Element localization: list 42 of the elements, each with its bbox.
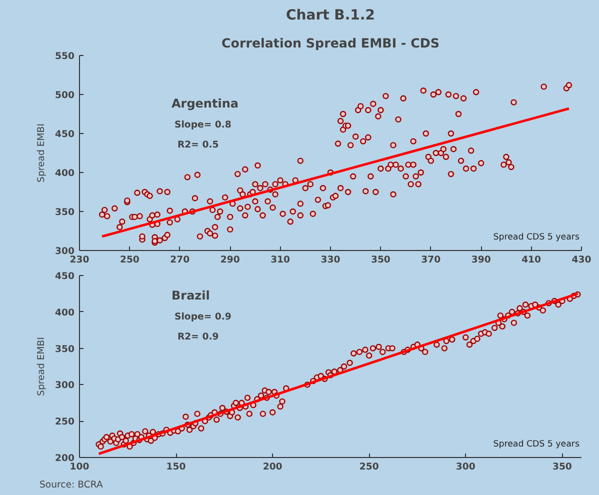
chart-subtitle: Correlation Spread EMBI - CDS — [221, 36, 440, 50]
y-tick-label: 350 — [55, 344, 76, 355]
annotation: Brazil — [172, 288, 210, 302]
y-tick-label: 300 — [55, 246, 76, 257]
x-tick-label: 370 — [421, 254, 442, 266]
annotation: Slope= 0.8 — [174, 120, 232, 130]
y-tick-label: 400 — [55, 168, 76, 179]
annotation: Argentina — [172, 96, 238, 110]
y-tick-label: 450 — [55, 271, 76, 282]
x-tick-label: 270 — [170, 254, 190, 266]
y-tick-label: 250 — [55, 416, 76, 428]
y-axis-title: Spread EMBI — [36, 124, 48, 182]
y-tick-label: 400 — [55, 307, 76, 318]
y-tick-label: 550 — [55, 51, 76, 62]
x-tick-label: 290 — [220, 254, 240, 266]
annotation: R2= 0.9 — [178, 332, 219, 342]
x-tick-label: 390 — [471, 254, 492, 266]
x-tick-label: 410 — [522, 254, 542, 266]
x-tick-label: 300 — [456, 462, 476, 472]
x-tick-label: 200 — [262, 462, 283, 472]
x-tick-label: 430 — [572, 254, 592, 266]
annotation: R2= 0.5 — [178, 140, 219, 150]
source-note: Source: BCRA — [40, 480, 104, 490]
x-axis-title: Spread CDS 5 years — [493, 440, 580, 450]
x-tick-label: 310 — [270, 254, 291, 266]
x-tick-label: 150 — [166, 462, 186, 472]
y-axis-title: Spread EMBI — [36, 337, 48, 396]
annotation: Slope= 0.9 — [174, 312, 232, 322]
y-tick-label: 500 — [55, 90, 76, 101]
y-tick-label: 300 — [55, 380, 76, 392]
chart-title: Chart B.1.2 — [286, 8, 375, 24]
y-tick-label: 200 — [55, 453, 76, 464]
x-tick-label: 100 — [70, 462, 90, 472]
x-tick-label: 230 — [70, 254, 90, 266]
x-tick-label: 250 — [120, 254, 140, 266]
x-axis-title: Spread CDS 5 years — [493, 232, 580, 242]
x-tick-label: 330 — [320, 254, 341, 266]
y-tick-label: 350 — [55, 207, 76, 218]
x-tick-label: 350 — [370, 254, 391, 266]
x-tick-label: 350 — [552, 462, 572, 472]
x-tick-label: 250 — [359, 462, 380, 472]
y-tick-label: 450 — [55, 129, 76, 140]
